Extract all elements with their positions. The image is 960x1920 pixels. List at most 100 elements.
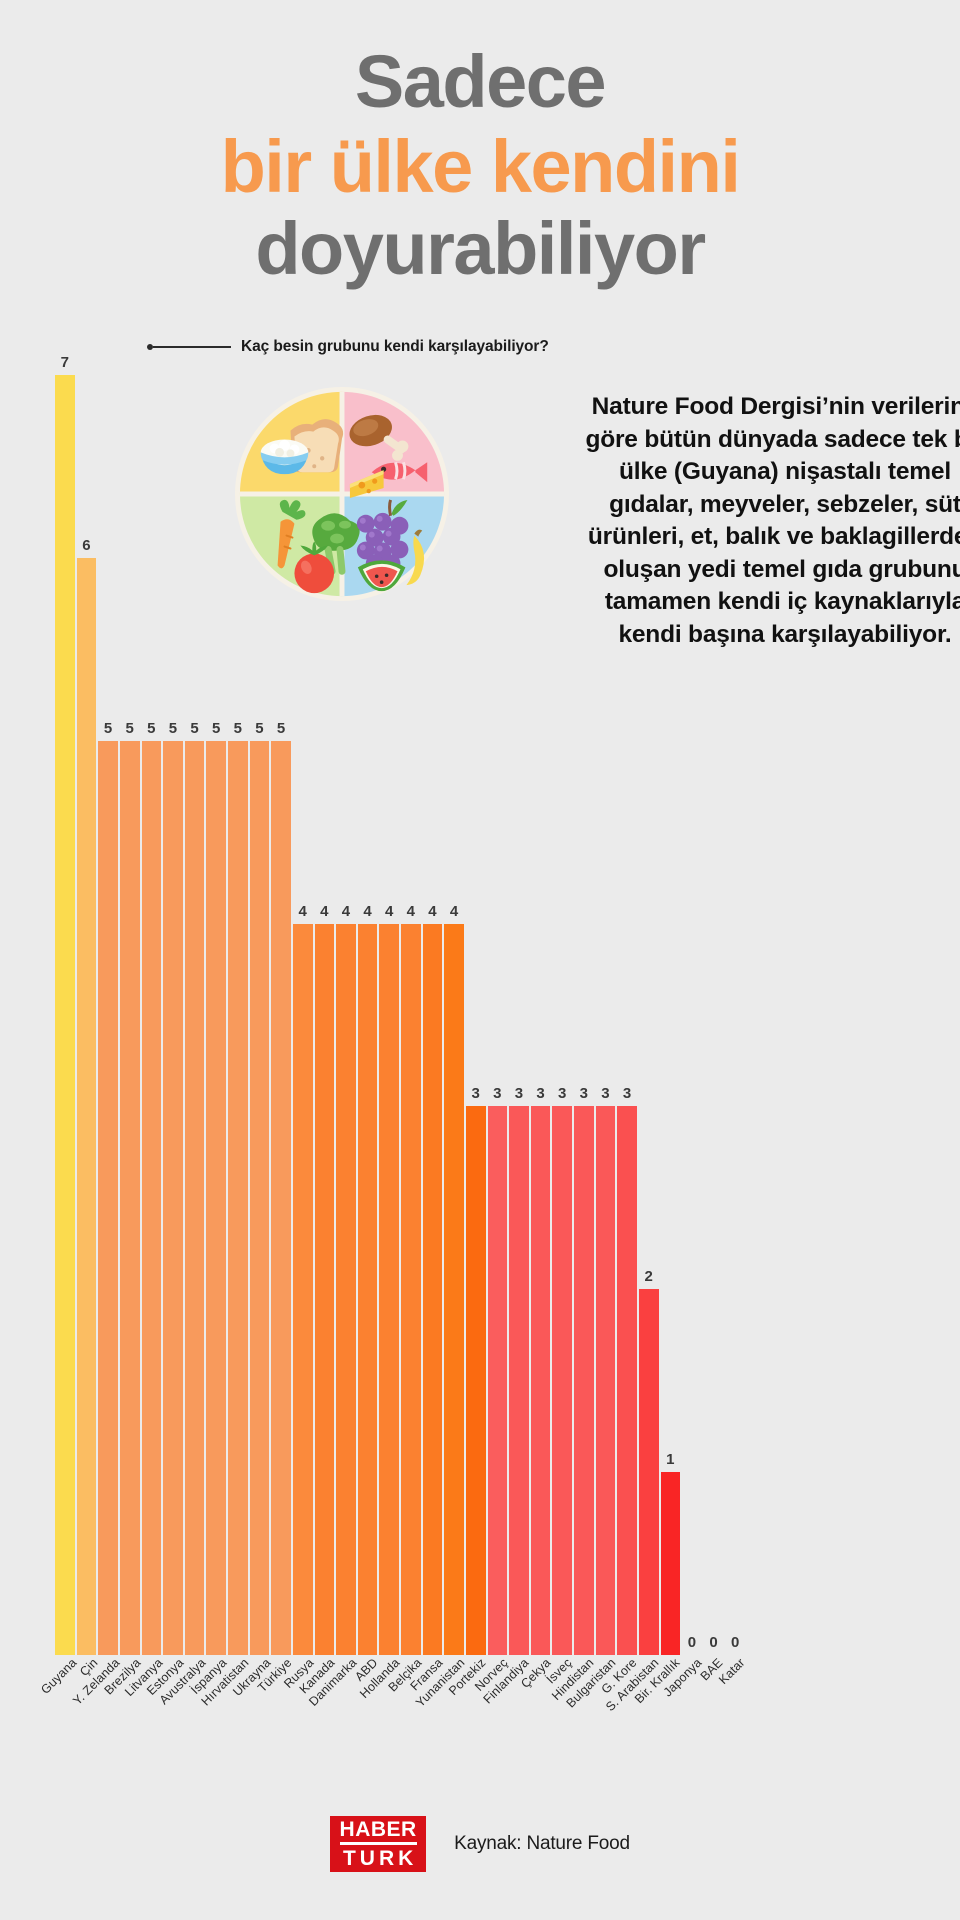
bar-value-label: 4 <box>363 902 372 920</box>
bar-column: 5 <box>98 375 118 1655</box>
bar-rect <box>357 923 378 1655</box>
bar-rect <box>444 923 464 1655</box>
bar-value-label: 4 <box>406 902 415 920</box>
bar-column: 3 <box>465 375 486 1655</box>
bar-column: 5 <box>249 375 270 1655</box>
bar-value-label: 4 <box>385 902 394 920</box>
bar-rect <box>617 1106 637 1655</box>
bar-column: 6 <box>76 375 97 1655</box>
bar-value-label: 5 <box>233 719 242 737</box>
x-axis-labels: Guyana Çin Y. Zelanda Brezilya Litvanya Eston… <box>38 1656 748 1807</box>
bar-rect <box>271 740 291 1655</box>
bar-column: 5 <box>163 375 183 1655</box>
bar-column: 0 <box>725 375 745 1655</box>
haberturk-logo: HABER TURK <box>330 1816 427 1872</box>
grains-dairy-icon <box>260 419 344 475</box>
bar-column: 3 <box>487 375 508 1655</box>
bar-rect <box>660 1472 681 1655</box>
bar-rect <box>509 1106 529 1655</box>
bar-value-label: 0 <box>731 1634 740 1651</box>
bar-column: 5 <box>206 375 226 1655</box>
bar-rect <box>530 1106 551 1655</box>
bar-rect <box>574 1106 594 1655</box>
bar-rect <box>206 740 226 1655</box>
bar-rect <box>228 740 248 1655</box>
bar-value-label: 3 <box>536 1085 545 1103</box>
bar-column: 3 <box>617 375 637 1655</box>
bar-column: 4 <box>336 375 356 1655</box>
title-line-1: Sadece <box>354 40 607 123</box>
annotation-dot-icon <box>147 344 153 350</box>
bar-column: 4 <box>314 375 335 1655</box>
bar-rect <box>76 557 97 1655</box>
bar-value-label: 5 <box>147 719 156 737</box>
bar-column: 5 <box>119 375 140 1655</box>
chart-annotation: Kaç besin grubunu kendi karşılayabiliyor… <box>147 338 549 356</box>
bar-rect <box>292 923 313 1655</box>
bar-rect <box>595 1106 616 1655</box>
food-groups-plate <box>234 386 450 602</box>
title-line-2: bir ülke kendini <box>220 124 741 208</box>
description-paragraph: Nature Food Dergisi’nin verilerine göre … <box>585 393 960 649</box>
bar-value-label: 5 <box>255 719 264 737</box>
bar-value-label: 4 <box>428 902 437 920</box>
bar-value-label: 5 <box>125 719 134 737</box>
bar-value-label: 3 <box>601 1085 610 1103</box>
bar-column: 3 <box>595 375 616 1655</box>
bar-value-label: 3 <box>579 1085 588 1103</box>
bar-column: 0 <box>704 375 724 1655</box>
bar-rect <box>119 740 140 1655</box>
bar-rect <box>638 1289 659 1655</box>
bar-column: 4 <box>401 375 421 1655</box>
bar-rect <box>552 1106 572 1655</box>
bar-value-label: 7 <box>60 354 69 371</box>
bar-rect <box>379 923 399 1655</box>
bar-column: 1 <box>660 375 681 1655</box>
bar-rect <box>141 740 162 1655</box>
bar-value-label: 4 <box>449 902 459 920</box>
bar-column: 7 <box>55 354 75 1655</box>
chart-area: Kaç besin grubunu kendi karşılayabiliyor… <box>0 338 960 1714</box>
bar-value-label: 6 <box>82 536 91 554</box>
bar-rect <box>163 740 183 1655</box>
meat-fish-cheese-icon <box>349 414 428 498</box>
bar-column: 5 <box>271 375 291 1655</box>
bar-rect <box>336 923 356 1655</box>
bar-value-label: 2 <box>644 1268 653 1286</box>
bar-column: 5 <box>184 375 205 1655</box>
logo-line-1: HABER <box>339 1819 417 1845</box>
bar-rect <box>465 1106 486 1655</box>
bar-rect <box>98 740 118 1655</box>
bar-column: 4 <box>422 375 443 1655</box>
bar-value-label: 3 <box>622 1085 632 1103</box>
bar-chart-plot: Kaç besin grubunu kendi karşılayabiliyor… <box>55 338 960 1655</box>
bar-value-label: 5 <box>276 719 286 737</box>
bar-column: 4 <box>379 375 399 1655</box>
footer: HABER TURK Kaynak: Nature Food <box>0 1816 960 1872</box>
page-title: Sadece bir ülke kendini doyurabiliyor <box>0 0 960 286</box>
title-line-3: doyurabiliyor <box>255 207 706 291</box>
bar-column: 3 <box>574 375 594 1655</box>
bar-column: 4 <box>444 375 464 1655</box>
bar-value-label: 3 <box>471 1085 480 1103</box>
bar-column: 3 <box>509 375 529 1655</box>
bar-value-label: 0 <box>687 1634 697 1651</box>
bar-value-label: 5 <box>190 719 199 737</box>
bar-rect <box>314 923 335 1655</box>
bar-value-label: 4 <box>341 902 351 920</box>
bar-value-label: 4 <box>298 902 307 920</box>
annotation-label: Kaç besin grubunu kendi karşılayabiliyor… <box>241 338 549 355</box>
bar-value-label: 4 <box>320 902 329 920</box>
bar-rect <box>55 375 75 1655</box>
bar-rect <box>422 923 443 1655</box>
bar-rect <box>249 740 270 1655</box>
bar-value-label: 5 <box>103 719 113 737</box>
bar-rect <box>487 1106 508 1655</box>
bar-column: 3 <box>530 375 551 1655</box>
annotation-leader-line <box>153 346 231 348</box>
bar-value-label: 5 <box>212 719 221 737</box>
bar-value-label: 5 <box>168 719 178 737</box>
logo-line-2: TURK <box>342 1847 418 1870</box>
bar-value-label: 3 <box>558 1085 567 1103</box>
bar-column: 5 <box>141 375 162 1655</box>
